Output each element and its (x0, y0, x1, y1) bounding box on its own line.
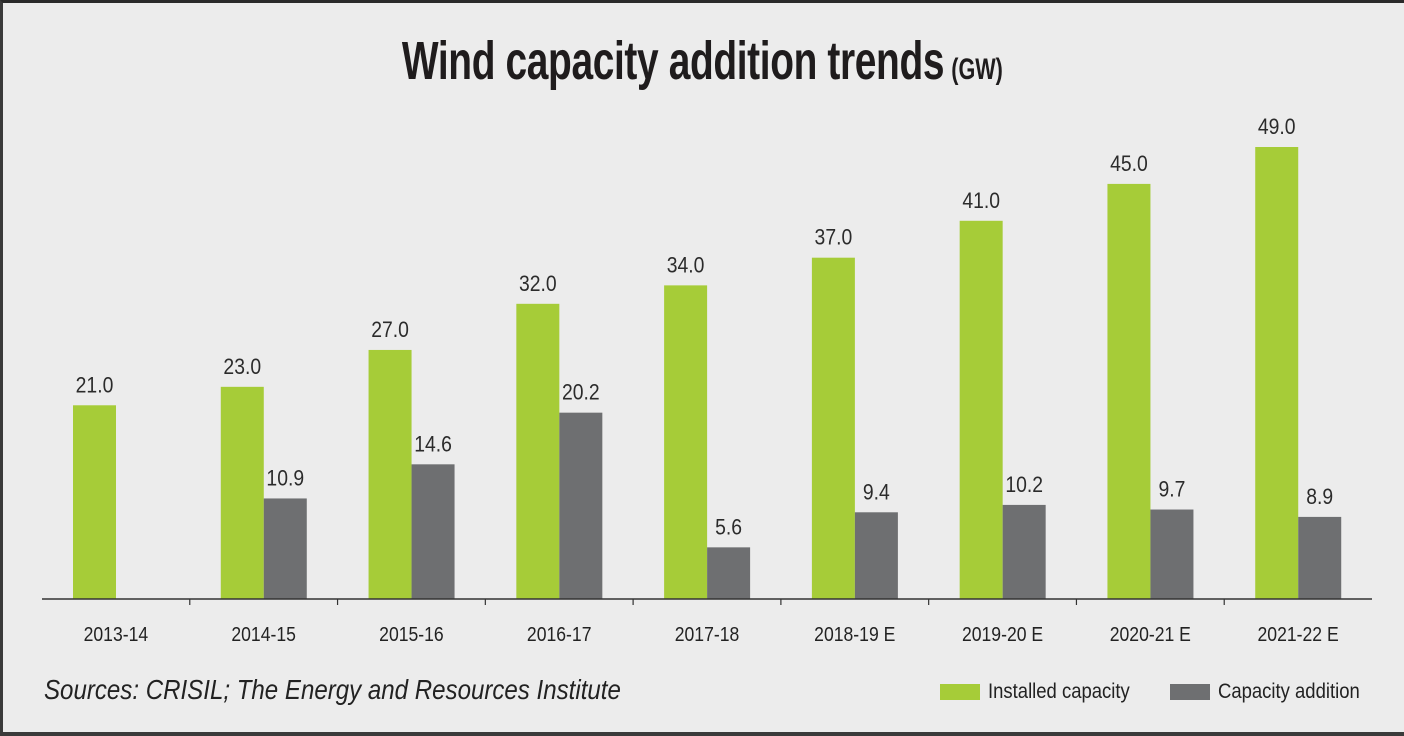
bar-installed (73, 405, 116, 599)
legend-swatch-addition (1170, 684, 1210, 700)
bar-addition (1298, 516, 1342, 599)
bar-installed (1107, 183, 1151, 600)
x-tick-label: 2016-17 (527, 623, 592, 645)
data-label-installed: 27.0 (371, 318, 409, 342)
x-tick-label: 2018-19 E (814, 623, 895, 645)
data-label-installed: 32.0 (519, 272, 557, 296)
x-tick-label: 2017-18 (675, 623, 740, 645)
data-label-installed: 21.0 (76, 373, 114, 397)
bar-installed (664, 285, 708, 599)
bar-installed (1255, 147, 1299, 599)
source-note: Sources: CRISIL; The Energy and Resource… (44, 674, 621, 705)
chart-title-main: Wind capacity addition trends (401, 31, 944, 91)
legend-label-installed: Installed capacity (988, 680, 1130, 703)
chart-title-unit: (GW) (950, 53, 1003, 86)
bar-addition (1150, 509, 1194, 599)
data-label-installed: 49.0 (1258, 115, 1296, 139)
bar-installed (811, 257, 855, 599)
bar-installed (959, 220, 1003, 600)
x-tick-label: 2019-20 E (962, 623, 1043, 645)
data-label-addition: 20.2 (562, 381, 600, 405)
bar-installed (220, 386, 264, 599)
x-tick-label: 2015-16 (379, 623, 444, 645)
legend-swatch-installed (940, 684, 980, 700)
chart-title: Wind capacity addition trends (GW) (0, 30, 1404, 92)
x-tick-label: 2021-22 E (1258, 623, 1339, 645)
data-label-addition: 8.9 (1306, 485, 1333, 509)
bar-addition (854, 512, 898, 599)
bar-addition (559, 412, 603, 599)
data-label-installed: 37.0 (815, 226, 853, 250)
x-tick-label: 2013-14 (84, 623, 149, 645)
bar-addition (411, 464, 455, 599)
data-label-installed: 41.0 (962, 189, 1000, 213)
x-tick-label: 2014-15 (231, 623, 296, 645)
legend-item-addition: Capacity addition (1170, 680, 1379, 704)
legend-item-installed: Installed capacity (940, 680, 1149, 704)
bar-installed (368, 349, 412, 599)
x-tick-label: 2020-21 E (1110, 623, 1191, 645)
data-label-installed: 34.0 (667, 253, 705, 277)
bar-addition (707, 547, 751, 599)
data-label-addition: 5.6 (715, 515, 742, 539)
data-label-addition: 9.7 (1158, 477, 1185, 501)
data-label-addition: 14.6 (414, 432, 452, 456)
data-label-addition: 10.2 (1005, 473, 1043, 497)
data-label-installed: 45.0 (1110, 152, 1148, 176)
data-label-installed: 23.0 (223, 355, 261, 379)
legend-label-addition: Capacity addition (1218, 680, 1360, 703)
bar-installed (516, 303, 560, 599)
data-label-addition: 10.9 (266, 466, 304, 490)
bar-addition (1002, 504, 1046, 599)
data-label-addition: 9.4 (863, 480, 890, 504)
bar-addition (263, 498, 307, 599)
